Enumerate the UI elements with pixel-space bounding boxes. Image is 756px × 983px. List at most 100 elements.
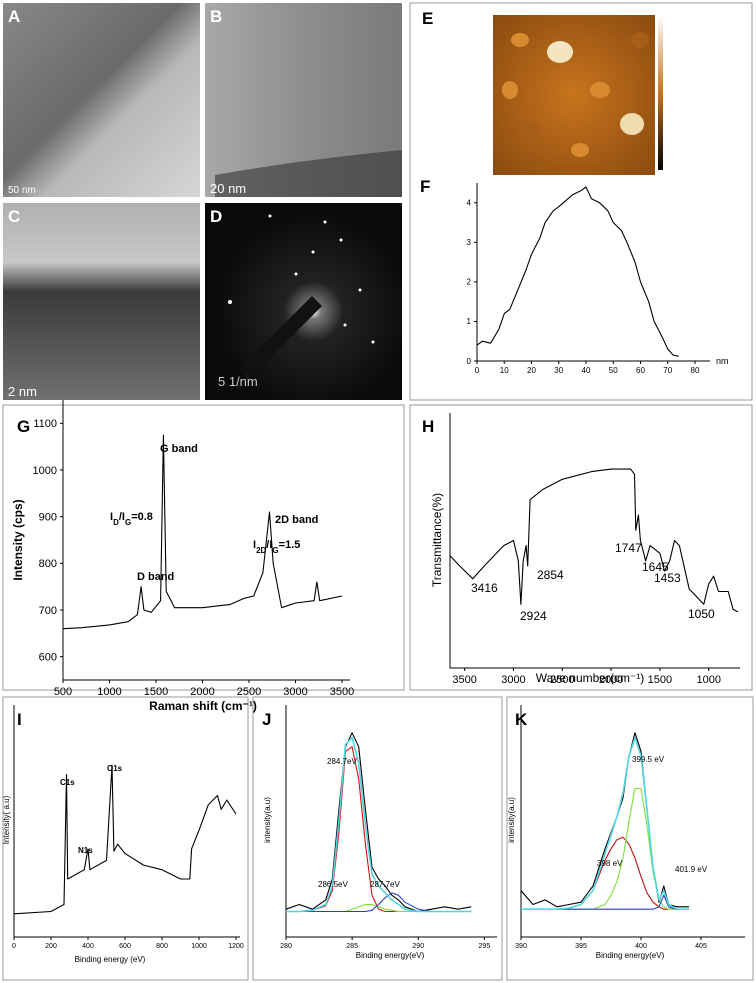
annotation-part: G xyxy=(272,546,278,555)
x-tick-label: 3500 xyxy=(330,686,354,698)
x-tick-label: 0 xyxy=(475,366,480,375)
annotation-part: D band xyxy=(137,571,174,583)
x-tick-label: 80 xyxy=(691,366,700,375)
panel-frame xyxy=(2,696,249,981)
annotation-part: 1050 xyxy=(688,607,715,621)
y-tick-label: 4 xyxy=(467,199,472,208)
annotation: 399.5 eV xyxy=(632,755,665,764)
x-tick-label: 2000 xyxy=(190,686,214,698)
data-line xyxy=(285,732,472,913)
x-tick-label: 200 xyxy=(45,943,57,950)
x-tick-label: 30 xyxy=(554,366,563,375)
panel-letter: G xyxy=(17,417,30,436)
x-tick-label: 1000 xyxy=(97,686,121,698)
annotation-part: 2D xyxy=(256,546,266,555)
chart: G 500 1000 1500 2000 2500 3000 3500 600 700 800 900… xyxy=(11,400,354,713)
x-tick-label: 1500 xyxy=(144,686,168,698)
x-tick-label: 500 xyxy=(54,686,72,698)
y-tick-label: 1100 xyxy=(33,418,57,430)
x-tick-label: 285 xyxy=(346,943,358,950)
x-axis-label: Binding energy (eV) xyxy=(75,955,146,964)
annotation: C1s xyxy=(60,778,75,787)
axes xyxy=(62,400,350,681)
data-line xyxy=(13,764,237,915)
annotation: 1747 xyxy=(615,541,642,555)
annotation-part: 287.7eV xyxy=(370,880,400,889)
x-tick-label: 405 xyxy=(695,943,707,950)
annotation-part: 1453 xyxy=(654,571,681,585)
panel-frame xyxy=(2,404,405,691)
panel-letter: B xyxy=(210,7,222,26)
annotation-part: /I xyxy=(119,511,125,523)
annotation-part: I xyxy=(253,539,256,551)
panel-letter: A xyxy=(8,7,20,26)
data-line xyxy=(449,468,739,613)
panel-frame xyxy=(506,696,754,981)
annotation: 287.7eV xyxy=(370,880,400,889)
x-tick-label: 1500 xyxy=(648,674,672,686)
chart: H 3500 3000 2500 2000 1500 1000 Wave number(cm⁻… xyxy=(422,413,740,686)
annotation-part: G xyxy=(125,518,131,527)
annotation: N1s xyxy=(78,846,93,855)
data-line xyxy=(476,186,679,357)
annotation-part: 286.5eV xyxy=(318,880,348,889)
x-axis-label: Binding energy(eV) xyxy=(596,951,665,960)
y-tick-label: 700 xyxy=(39,605,57,617)
x-tick-label: 290 xyxy=(412,943,424,950)
annotation-part: 398 eV xyxy=(597,859,623,868)
annotation: ID/IG=0.8 xyxy=(110,511,153,527)
annotation: O1s xyxy=(107,764,123,773)
annotation-part: 3416 xyxy=(471,581,498,595)
x-tick-label: 1200 xyxy=(228,943,244,950)
annotation-part: N1s xyxy=(78,846,93,855)
y-tick-label: 600 xyxy=(39,652,57,664)
annotation-part: C1s xyxy=(60,778,75,787)
x-axis-label: Binding energy(eV) xyxy=(356,951,425,960)
x-tick-label: 600 xyxy=(119,943,131,950)
y-tick-label: 2 xyxy=(467,278,472,287)
afm-grains xyxy=(502,32,649,157)
y-tick-label: 1000 xyxy=(33,465,57,477)
annotation: 1050 xyxy=(688,607,715,621)
annotation: D band xyxy=(137,571,174,583)
annotation-part: 284.7eV xyxy=(327,757,357,766)
annotation: 286.5eV xyxy=(318,880,348,889)
panel-letter: H xyxy=(422,417,434,436)
data-line xyxy=(62,434,343,630)
annotation-part: I xyxy=(110,511,113,523)
annotation: 1453 xyxy=(654,571,681,585)
x-tick-label: 0 xyxy=(12,943,16,950)
x-tick-label: 3000 xyxy=(283,686,307,698)
color-bar xyxy=(658,15,663,170)
scale-bar-label: 50 nm xyxy=(8,185,36,196)
annotation: 2D band xyxy=(275,514,318,526)
y-axis-label: intensity(a.u) xyxy=(263,797,272,843)
chart: I 0 200 400 600 800 1000 1200 Binding energy (eV… xyxy=(2,705,244,964)
x-tick-label: 3000 xyxy=(501,674,525,686)
annotation: 1645 xyxy=(642,560,669,574)
axes xyxy=(476,183,710,362)
annotation-part: =1.5 xyxy=(279,539,301,551)
x-tick-label: 10 xyxy=(500,366,509,375)
micrograph xyxy=(3,3,200,197)
y-tick-label: 3 xyxy=(467,238,472,247)
x-tick-label: 390 xyxy=(515,943,527,950)
x-tick-label: 3500 xyxy=(452,674,476,686)
y-tick-label: 1 xyxy=(467,317,472,326)
panel-frame xyxy=(409,404,753,691)
micrograph xyxy=(3,203,200,400)
annotation-part: 399.5 eV xyxy=(632,755,665,764)
x-tick-label: 2500 xyxy=(237,686,261,698)
annotation: G band xyxy=(160,443,198,455)
x-tick-label: 2000 xyxy=(599,674,623,686)
scale-bar-label: 20 nm xyxy=(210,181,246,196)
x-tick-label: 400 xyxy=(82,943,94,950)
x-tick-label: 50 xyxy=(609,366,618,375)
axes xyxy=(449,413,740,669)
annotation-part: 2D band xyxy=(275,514,318,526)
x-tick-label: 295 xyxy=(479,943,491,950)
x-axis-label: nm xyxy=(716,356,729,366)
annotation: I2D/IG=1.5 xyxy=(253,539,300,555)
panel-frame xyxy=(252,696,503,981)
